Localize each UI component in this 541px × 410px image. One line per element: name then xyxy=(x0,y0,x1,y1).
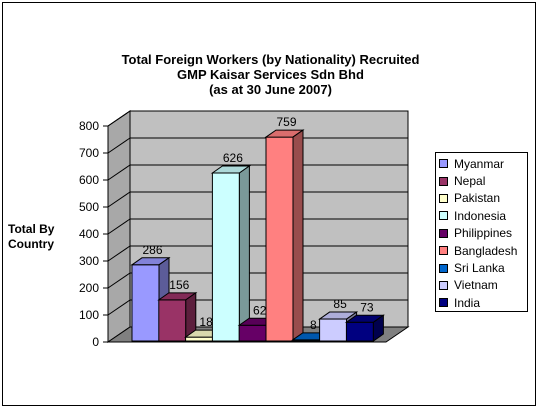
legend-item: Nepal xyxy=(439,172,527,189)
data-label: 18 xyxy=(199,315,213,329)
y-tick-label: 600 xyxy=(79,173,99,187)
legend-item: Indonesia xyxy=(439,207,527,224)
bar-side xyxy=(292,129,304,342)
legend-item: Philippines xyxy=(439,225,527,242)
data-label: 759 xyxy=(276,115,296,129)
legend-label: India xyxy=(454,295,481,310)
legend: Myanmar Nepal Pakistan Indonesia Philippines… xyxy=(435,152,528,312)
data-label: 8 xyxy=(310,318,317,332)
legend-swatch xyxy=(439,298,448,308)
gridline xyxy=(107,218,408,235)
bar-vietnam xyxy=(319,318,348,342)
y-tick-label: 0 xyxy=(92,335,99,349)
bar-nepal xyxy=(158,299,187,342)
legend-item: Bangladesh xyxy=(439,242,527,259)
legend-item: Sri Lanka xyxy=(439,259,527,276)
chart-title-line-3: (as at 30 June 2007) xyxy=(209,82,332,97)
bar-india xyxy=(345,321,374,342)
legend-label: Nepal xyxy=(454,174,486,189)
bar-myanmar xyxy=(131,264,160,342)
bar-indonesia xyxy=(211,172,240,342)
gridline xyxy=(107,110,408,127)
bar-side xyxy=(372,314,384,342)
legend-label: Bangladesh xyxy=(454,243,518,258)
legend-swatch xyxy=(439,263,448,273)
chart-title-line-1: Total Foreign Workers (by Nationality) R… xyxy=(121,52,420,67)
bar-side xyxy=(238,165,250,342)
legend-label: Myanmar xyxy=(454,156,505,171)
data-label: 156 xyxy=(169,278,189,292)
gridline xyxy=(107,164,408,181)
data-label: 85 xyxy=(333,297,347,311)
bar-philippines xyxy=(238,324,267,342)
legend-swatch xyxy=(439,280,448,290)
gridline xyxy=(107,137,408,154)
y-tick-label: 400 xyxy=(79,227,99,241)
legend-item: Vietnam xyxy=(439,277,527,294)
legend-swatch xyxy=(439,159,448,169)
y-tick-label: 500 xyxy=(79,200,99,214)
legend-swatch xyxy=(439,193,448,203)
data-label: 626 xyxy=(223,151,243,165)
legend-label: Pakistan xyxy=(454,191,501,206)
gridline xyxy=(107,272,408,289)
chart-title-line-2: GMP Kaisar Services Sdn Bhd xyxy=(177,67,364,82)
y-tick-label: 800 xyxy=(79,119,99,133)
legend-item: Pakistan xyxy=(439,190,527,207)
legend-swatch xyxy=(439,246,448,256)
legend-label: Vietnam xyxy=(454,278,498,293)
y-tick-label: 100 xyxy=(79,308,99,322)
legend-item: Myanmar xyxy=(439,155,527,172)
gridline xyxy=(107,191,408,208)
bar-pakistan xyxy=(185,336,214,342)
legend-swatch xyxy=(439,176,448,186)
y-axis-label: Total By Country xyxy=(8,222,55,251)
data-label: 286 xyxy=(142,243,162,257)
bar-bangladesh xyxy=(265,136,294,342)
y-tick-label: 300 xyxy=(79,254,99,268)
gridline xyxy=(107,245,408,262)
gridline xyxy=(107,299,408,316)
legend-label: Philippines xyxy=(454,226,513,241)
legend-item: India xyxy=(439,294,527,311)
data-label: 62 xyxy=(253,303,267,317)
legend-label: Indonesia xyxy=(454,208,507,223)
legend-swatch xyxy=(439,211,448,221)
data-label: 73 xyxy=(360,300,374,314)
y-tick-label: 700 xyxy=(79,146,99,160)
y-tick-label: 200 xyxy=(79,281,99,295)
legend-swatch xyxy=(439,228,448,238)
legend-label: Sri Lanka xyxy=(454,261,505,276)
